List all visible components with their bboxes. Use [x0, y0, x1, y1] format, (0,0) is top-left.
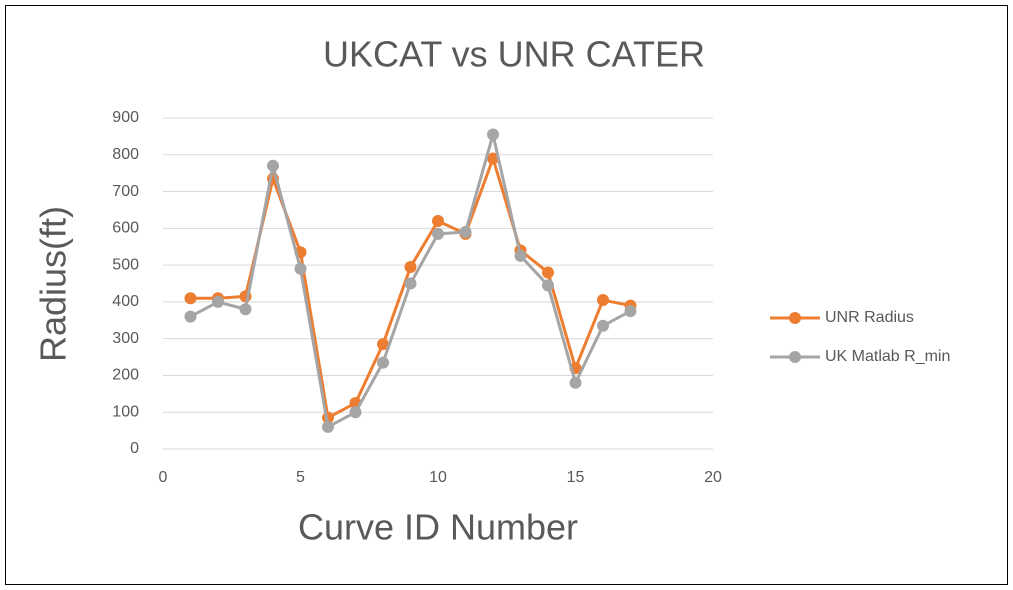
data-point — [542, 279, 554, 292]
data-point — [212, 295, 224, 308]
data-point — [514, 249, 527, 262]
y-tick-label: 400 — [112, 293, 139, 310]
data-point — [349, 406, 362, 419]
data-point — [487, 152, 499, 165]
chart-title: UKCAT vs UNR CATER — [323, 34, 705, 75]
x-tick-label: 5 — [296, 469, 305, 486]
data-point — [624, 305, 637, 318]
data-point — [597, 319, 609, 332]
x-tick-label: 0 — [159, 469, 168, 486]
y-tick-label: 700 — [112, 183, 139, 200]
y-tick-label: 200 — [112, 367, 139, 384]
data-point — [184, 310, 197, 323]
y-tick-label: 600 — [112, 220, 139, 237]
data-point — [542, 266, 554, 279]
data-point — [294, 262, 307, 275]
legend-label: UK Matlab R_min — [825, 348, 950, 365]
data-point — [432, 227, 444, 240]
chart-border — [5, 5, 1008, 585]
x-tick-label: 15 — [567, 469, 585, 486]
x-axis-label: Curve ID Number — [298, 507, 578, 548]
y-tick-label: 800 — [112, 146, 139, 163]
data-point — [239, 303, 252, 316]
data-point — [377, 356, 389, 369]
data-point — [377, 338, 389, 351]
x-tick-label: 10 — [429, 469, 447, 486]
data-point — [597, 294, 609, 307]
y-tick-label: 100 — [112, 403, 139, 420]
legend-marker — [789, 351, 801, 363]
y-tick-label: 900 — [112, 109, 139, 126]
y-tick-label: 300 — [112, 330, 139, 347]
data-point — [404, 277, 417, 290]
data-point — [322, 420, 334, 433]
data-point — [404, 260, 417, 273]
y-axis-label: Radius(ft) — [33, 206, 74, 362]
data-point — [267, 159, 279, 172]
legend-marker — [789, 312, 801, 324]
data-point — [487, 128, 499, 141]
data-point — [459, 226, 472, 239]
x-tick-label: 20 — [704, 469, 722, 486]
y-tick-label: 0 — [130, 440, 139, 457]
y-tick-label: 500 — [112, 256, 139, 273]
data-point — [432, 214, 444, 227]
data-point — [569, 376, 582, 389]
data-point — [184, 292, 197, 305]
legend-label: UNR Radius — [825, 309, 914, 326]
